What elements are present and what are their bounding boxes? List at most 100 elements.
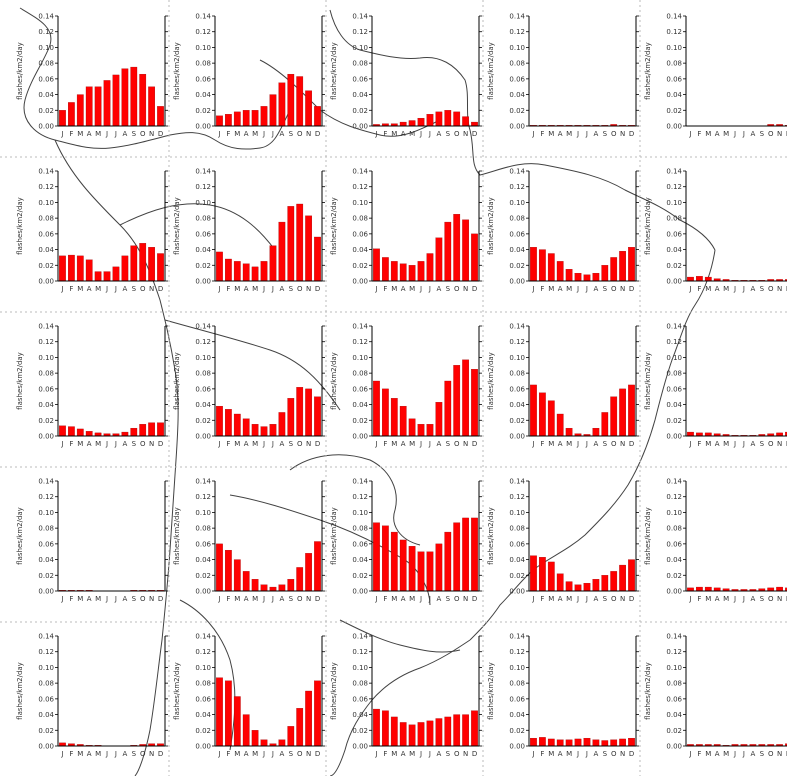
x-tick-label: A (279, 750, 284, 758)
bar (390, 261, 398, 282)
bar (462, 359, 469, 437)
y-tick-label: 0.08 (38, 525, 54, 533)
bar (233, 559, 241, 592)
x-tick-label: M (548, 130, 554, 138)
bar (121, 68, 129, 127)
x-tick-label: J (374, 750, 377, 758)
y-axis-label: flashes/km2/day (16, 352, 24, 410)
bar (233, 261, 241, 282)
x-tick-label: J (688, 285, 691, 293)
y-tick-label: 0.04 (509, 401, 525, 409)
y-tick-label: 0.10 (195, 509, 211, 517)
x-tick-label: J (585, 595, 588, 603)
y-tick-label: 0.08 (195, 525, 211, 533)
y-tick-label: 0.00 (352, 278, 368, 286)
x-tick-label: A (593, 285, 598, 293)
bar (417, 551, 425, 592)
bar (260, 426, 268, 437)
bar (471, 369, 478, 437)
x-tick-label: F (540, 595, 544, 603)
y-tick-label: 0.06 (195, 695, 211, 703)
panel-1-4: flashes/km2/day 0.00 0.02 0.04 0.06 0.08 0.10 0… (487, 13, 639, 138)
y-tick-label: 0.00 (195, 278, 211, 286)
bar (574, 272, 582, 282)
bar (444, 110, 452, 127)
y-tick-label: 0.08 (38, 60, 54, 68)
x-tick-label: D (315, 285, 320, 293)
bar (373, 522, 380, 592)
bar (539, 392, 546, 437)
x-tick-label: O (140, 750, 146, 758)
bar (233, 413, 241, 437)
y-tick-label: 0.00 (666, 743, 682, 751)
x-tick-label: J (60, 595, 63, 603)
x-tick-label: O (140, 440, 146, 448)
bar (382, 710, 389, 747)
bar (225, 114, 232, 127)
bar (426, 253, 434, 282)
x-tick-label: F (697, 440, 701, 448)
x-tick-label: D (315, 440, 320, 448)
panel-2-4: flashes/km2/day 0.00 0.02 0.04 0.06 0.08 0.10 0… (487, 168, 639, 293)
x-tick-label: S (760, 440, 765, 448)
x-tick-label: S (446, 750, 451, 758)
x-tick-label: J (217, 440, 220, 448)
bar (251, 424, 259, 437)
y-tick-label: 0.04 (38, 401, 54, 409)
x-tick-label: A (244, 440, 249, 448)
x-tick-label: J (742, 595, 745, 603)
x-tick-label: J (271, 285, 274, 293)
bar (426, 551, 434, 592)
x-tick-label: D (786, 130, 787, 138)
y-tick-label: 0.04 (195, 401, 211, 409)
y-tick-label: 0.12 (195, 648, 211, 656)
y-tick-label: 0.10 (666, 354, 682, 362)
x-tick-label: J (585, 130, 588, 138)
y-tick-label: 0.04 (38, 91, 54, 99)
bar (539, 557, 546, 592)
bar (269, 94, 277, 127)
y-tick-label: 0.08 (195, 215, 211, 223)
x-tick-label: O (611, 595, 617, 603)
y-tick-label: 0.00 (38, 123, 54, 131)
x-tick-label: D (158, 130, 163, 138)
y-tick-label: 0.12 (666, 648, 682, 656)
x-tick-label: N (149, 595, 154, 603)
y-tick-label: 0.00 (509, 588, 525, 596)
bar (453, 714, 461, 747)
x-tick-label: F (540, 440, 544, 448)
x-tick-label: J (114, 130, 117, 138)
bar (314, 106, 321, 127)
bar (471, 121, 478, 127)
y-tick-label: 0.14 (666, 323, 682, 331)
bar (574, 738, 582, 747)
bar (619, 388, 626, 437)
x-tick-label: N (149, 285, 154, 293)
bar (547, 561, 555, 592)
x-tick-label: J (688, 440, 691, 448)
bar (785, 587, 787, 592)
x-tick-label: N (149, 750, 154, 758)
bar (76, 428, 84, 437)
y-tick-label: 0.04 (352, 246, 368, 254)
y-tick-label: 0.14 (666, 478, 682, 486)
x-tick-label: S (289, 130, 294, 138)
y-tick-label: 0.14 (195, 478, 211, 486)
y-tick-label: 0.14 (352, 13, 368, 21)
x-tick-label: S (760, 285, 765, 293)
panel-1-2: flashes/km2/day 0.00 0.02 0.04 0.06 0.08 0.10 0… (173, 13, 325, 138)
panel-5-5: flashes/km2/day 0.00 0.02 0.04 0.06 0.08 0.10 0… (644, 633, 787, 758)
bar (444, 531, 452, 592)
x-tick-label: F (540, 130, 544, 138)
x-tick-label: O (297, 595, 303, 603)
y-tick-label: 0.02 (352, 727, 368, 735)
x-tick-label: J (428, 285, 431, 293)
bar (251, 730, 259, 747)
x-tick-label: A (750, 130, 755, 138)
y-tick-label: 0.14 (509, 168, 525, 176)
bar (287, 398, 295, 437)
x-tick-label: J (271, 440, 274, 448)
x-tick-label: N (777, 440, 782, 448)
x-tick-label: A (244, 130, 249, 138)
x-tick-label: J (217, 595, 220, 603)
